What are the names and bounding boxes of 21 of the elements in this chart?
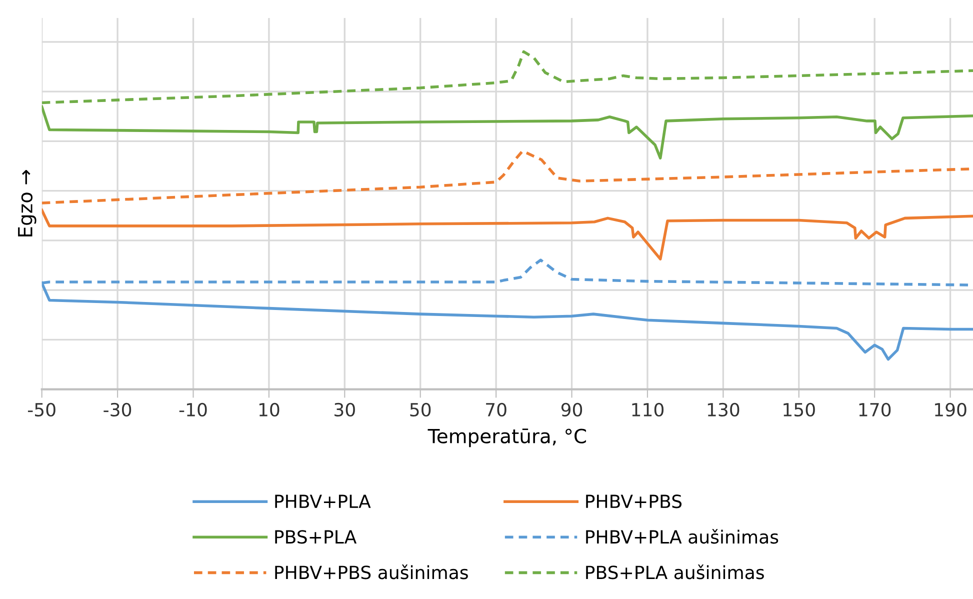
x-tick-label: 30: [334, 402, 355, 417]
x-tick-label: 150: [784, 402, 815, 417]
x-tick-label: 90: [561, 402, 582, 417]
x-tick-label: -50: [28, 402, 56, 417]
x-tick-label: -10: [179, 402, 207, 417]
x-tick-label: 170: [859, 402, 891, 417]
legend-label: PBS+PLA: [275, 530, 357, 544]
x-tick-label: 130: [708, 402, 740, 417]
y-axis-title: Egzo →: [18, 170, 36, 236]
x-tick-label: 110: [632, 402, 664, 417]
legend-label: PHBV+PBS: [586, 494, 682, 508]
x-axis-title: Temperatūra, °C: [428, 428, 586, 448]
legend-label: PHBV+PBS aušinimas: [275, 564, 468, 580]
legend-label: PBS+PLA aušinimas: [586, 564, 764, 580]
x-tick-label: 70: [486, 402, 506, 417]
x-tick-label: 190: [935, 402, 966, 417]
x-tick-label: -30: [104, 402, 132, 417]
legend-label: PHBV+PLA: [275, 494, 371, 508]
legend-label: PHBV+PLA aušinimas: [586, 529, 778, 544]
x-tick-label: 10: [259, 402, 280, 417]
x-tick-label: 50: [410, 402, 431, 417]
